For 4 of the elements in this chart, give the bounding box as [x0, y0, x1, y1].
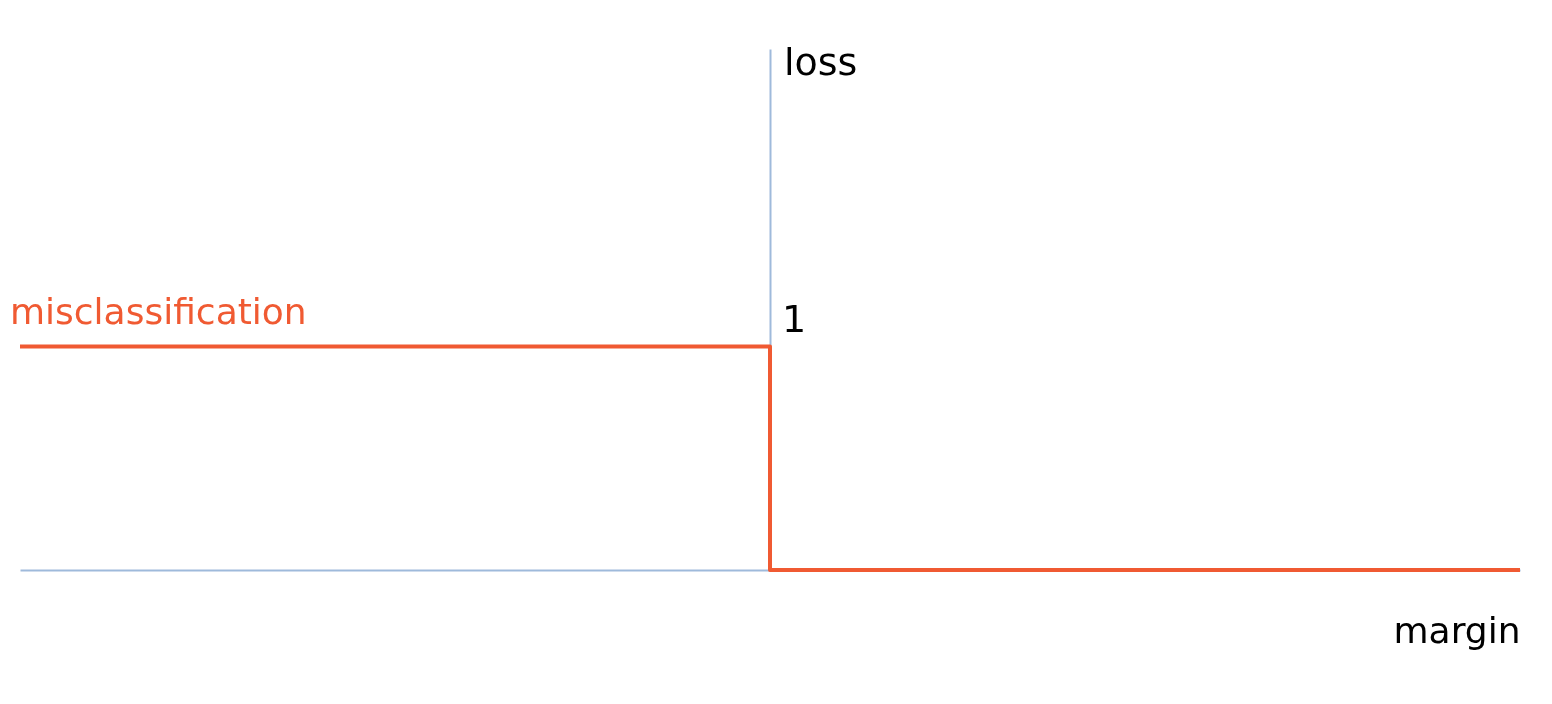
text: loss: [784, 40, 858, 84]
text: 1: [782, 297, 807, 342]
series-label: misclassification: [10, 291, 307, 333]
x-axis-title: margin: [1393, 609, 1521, 651]
